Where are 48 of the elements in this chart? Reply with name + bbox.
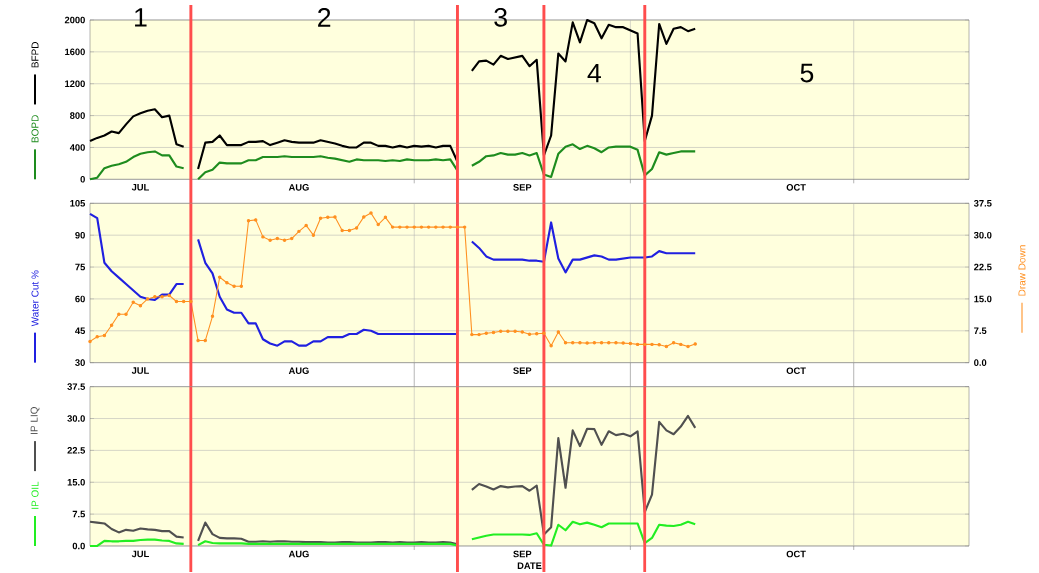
x-tick-label: AUG <box>288 367 309 374</box>
text: BOPD <box>31 115 39 143</box>
x-tick-label: SEP <box>513 367 532 374</box>
y2-tick-label: 15.0 <box>974 295 992 303</box>
y2-tick-label: 30.0 <box>973 231 992 239</box>
annotation: 4 <box>587 63 601 83</box>
x-tick-label: OCT <box>786 367 806 374</box>
y-tick-label: 400 <box>69 144 85 151</box>
x-tick-label: SEP <box>513 184 532 191</box>
y2-tick-label: 37.5 <box>973 200 992 207</box>
y-tick-label: 1200 <box>65 80 85 88</box>
y-tick-label: 45 <box>75 327 86 335</box>
text: IP LIQ <box>30 406 40 434</box>
text: Draw Down <box>1018 245 1026 296</box>
y-tick-label: 15.0 <box>67 478 85 486</box>
annotation: 3 <box>494 7 507 27</box>
text: BFPD <box>31 42 39 68</box>
y-tick-label: 0.0 <box>72 542 85 550</box>
y-tick-label: 75 <box>75 263 86 271</box>
x-tick-label: JUL <box>131 184 149 191</box>
y-tick-label: 30 <box>75 359 85 366</box>
y-tick-label: 60 <box>75 295 85 303</box>
y-tick-label: 0 <box>80 176 85 183</box>
y-tick-label: 800 <box>70 112 85 119</box>
annotation: 1 <box>135 8 147 27</box>
x-tick-label: JUL <box>131 367 149 374</box>
x-tick-label: OCT <box>786 550 806 558</box>
y2-tick-label: 22.5 <box>974 263 992 271</box>
y-tick-label: 2000 <box>64 16 85 24</box>
y-tick-label: 22.5 <box>67 447 86 454</box>
y2-tick-label: 7.5 <box>974 327 987 335</box>
y-tick-label: 90 <box>75 231 85 239</box>
y-tick-label: 30.0 <box>67 415 85 422</box>
y-tick-label: 37.5 <box>67 383 86 390</box>
text: Water Cut % <box>31 270 39 327</box>
annotation: 2 <box>318 8 331 27</box>
y-tick-label: 7.5 <box>72 510 86 518</box>
x-axis-title: DATE <box>517 562 542 569</box>
x-tick-label: JUL <box>131 550 149 558</box>
x-tick-label: SEP <box>513 550 532 558</box>
y-tick-label: 105 <box>70 200 86 207</box>
x-tick-label: AUG <box>288 550 309 558</box>
text: IP OIL <box>31 481 39 509</box>
y-tick-label: 1600 <box>65 48 85 56</box>
annotation: 5 <box>800 63 814 83</box>
x-tick-label: OCT <box>786 184 806 191</box>
x-tick-label: AUG <box>288 184 309 191</box>
y2-tick-label: 0.0 <box>974 359 987 366</box>
